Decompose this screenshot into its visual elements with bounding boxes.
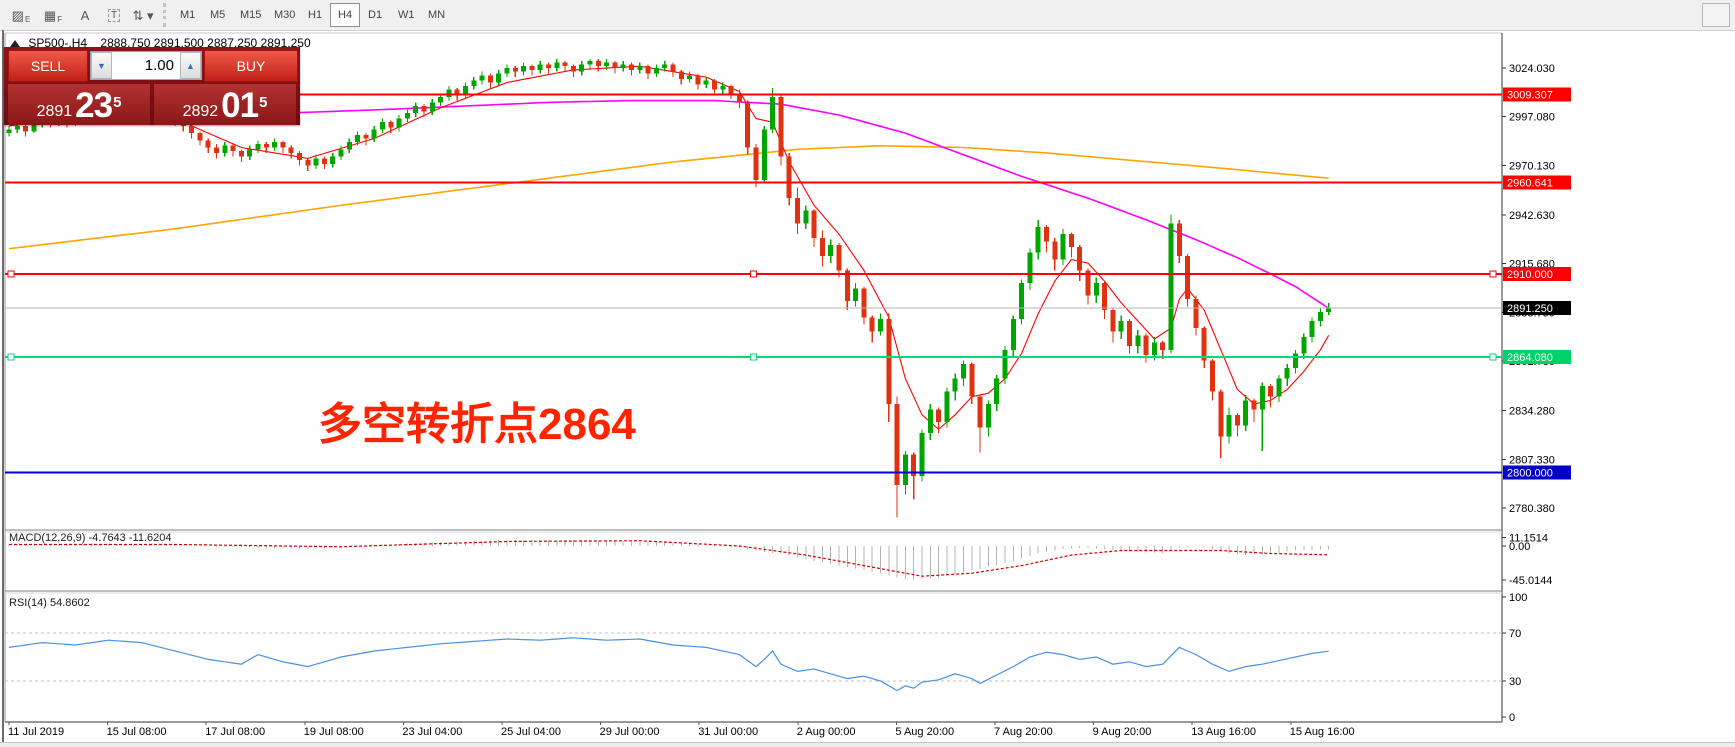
volume-increase-button[interactable]: ▲ — [180, 52, 201, 79]
svg-text:2997.080: 2997.080 — [1509, 112, 1555, 124]
svg-text:25 Jul 04:00: 25 Jul 04:00 — [501, 726, 561, 738]
toolbar-overflow-button[interactable] — [1702, 3, 1730, 27]
timeframe-h1[interactable]: H1 — [308, 9, 323, 21]
svg-text:11.1514: 11.1514 — [1509, 533, 1548, 545]
timeframe-m30[interactable]: M30 — [274, 9, 296, 21]
timeframe-m5[interactable]: M5 — [210, 9, 226, 21]
buy-button[interactable]: BUY — [204, 50, 298, 82]
volume-spinner: ▼ 1.00 ▲ — [90, 51, 202, 80]
symbol-name: SP500-,H4 — [28, 36, 88, 50]
svg-text:7 Aug 20:00: 7 Aug 20:00 — [994, 726, 1053, 738]
annotation-text: 多空转折点2864 — [318, 400, 636, 449]
svg-text:19 Jul 08:00: 19 Jul 08:00 — [304, 726, 364, 738]
chart-region[interactable]: 3024.030 2997.080 2970.130 2942.630 2915.680… — [0, 30, 1735, 747]
toolbar: ▨ E ▦ F A T ⇅ ▾ M1 M5 M15 M30 H1 H4 D1 W1 MN — [0, 0, 1735, 31]
text-label-icon[interactable]: A — [80, 8, 90, 23]
svg-text:3024.030: 3024.030 — [1509, 63, 1555, 75]
volume-decrease-button[interactable]: ▼ — [91, 52, 112, 79]
svg-text:15 Jul 08:00: 15 Jul 08:00 — [107, 726, 167, 738]
svg-text:2807.330: 2807.330 — [1509, 454, 1555, 466]
status-strip — [0, 742, 1735, 747]
arrows-tool-icon[interactable]: ⇅ ▾ — [132, 7, 154, 23]
window-left-border — [2, 30, 4, 742]
volume-input[interactable]: 1.00 — [144, 57, 174, 74]
svg-text:2864.080: 2864.080 — [1507, 352, 1553, 364]
svg-text:13 Aug 16:00: 13 Aug 16:00 — [1191, 726, 1256, 738]
svg-text:-45.0144: -45.0144 — [1509, 575, 1552, 587]
toolbar-separator — [163, 3, 169, 27]
timeframe-w1[interactable]: W1 — [398, 9, 415, 21]
svg-text:2 Aug 00:00: 2 Aug 00:00 — [797, 726, 856, 738]
svg-text:2891.250: 2891.250 — [1507, 303, 1553, 315]
svg-text:5 Aug 20:00: 5 Aug 20:00 — [895, 726, 954, 738]
bid-ask-display: 2891 23 5 2892 01 5 — [4, 84, 300, 125]
svg-text:2800.000: 2800.000 — [1507, 468, 1553, 480]
svg-text:29 Jul 00:00: 29 Jul 00:00 — [600, 726, 660, 738]
svg-text:2960.641: 2960.641 — [1507, 177, 1553, 189]
svg-text:23 Jul 04:00: 23 Jul 04:00 — [402, 726, 462, 738]
one-click-trading-panel: SELL ▼ 1.00 ▲ BUY 2891 23 5 2892 01 5 — [4, 47, 300, 125]
svg-text:17 Jul 08:00: 17 Jul 08:00 — [205, 726, 265, 738]
timeframe-m15[interactable]: M15 — [240, 9, 262, 21]
svg-text:2970.130: 2970.130 — [1509, 160, 1555, 172]
rsi-indicator-label: RSI(14) 54.8602 — [9, 597, 90, 609]
svg-text:0: 0 — [1509, 712, 1515, 724]
timeframe-h4[interactable]: H4 — [330, 3, 361, 27]
text-box-icon[interactable]: T — [101, 3, 127, 28]
svg-text:100: 100 — [1509, 592, 1527, 604]
svg-text:31 Jul 00:00: 31 Jul 00:00 — [698, 726, 758, 738]
chart-root: 3024.030 2997.080 2970.130 2942.630 2915.680… — [0, 30, 1735, 747]
svg-text:70: 70 — [1509, 628, 1521, 640]
grid-tool-icon[interactable]: ▦ F — [43, 7, 63, 25]
bid-price[interactable]: 2891 23 5 — [8, 84, 150, 125]
symbol-info-line: SP500-,H4 2888.750 2891.500 2887.250 289… — [10, 36, 311, 50]
symbol-ohlc: 2888.750 2891.500 2887.250 2891.250 — [100, 36, 311, 50]
svg-text:9 Aug 20:00: 9 Aug 20:00 — [1093, 726, 1152, 738]
svg-text:2942.630: 2942.630 — [1509, 210, 1555, 222]
hatch-tool-icon[interactable]: ▨ E — [11, 7, 31, 25]
ask-price[interactable]: 2892 01 5 — [154, 84, 296, 125]
svg-text:3009.307: 3009.307 — [1507, 90, 1553, 102]
sell-button[interactable]: SELL — [8, 50, 88, 82]
svg-text:15 Aug 16:00: 15 Aug 16:00 — [1290, 726, 1355, 738]
svg-text:2834.280: 2834.280 — [1509, 406, 1555, 418]
one-click-collapse-icon[interactable] — [10, 40, 20, 47]
macd-indicator-label: MACD(12,26,9) -4.7643 -11.6204 — [9, 532, 172, 544]
svg-text:2910.000: 2910.000 — [1507, 269, 1553, 281]
timeframe-d1[interactable]: D1 — [368, 9, 383, 21]
timeframe-m1[interactable]: M1 — [180, 9, 196, 21]
svg-text:30: 30 — [1509, 676, 1521, 688]
svg-text:0.00: 0.00 — [1509, 541, 1530, 553]
svg-text:11 Jul 2019: 11 Jul 2019 — [8, 726, 64, 738]
svg-text:2780.380: 2780.380 — [1509, 503, 1555, 515]
timeframe-mn[interactable]: MN — [428, 9, 446, 21]
